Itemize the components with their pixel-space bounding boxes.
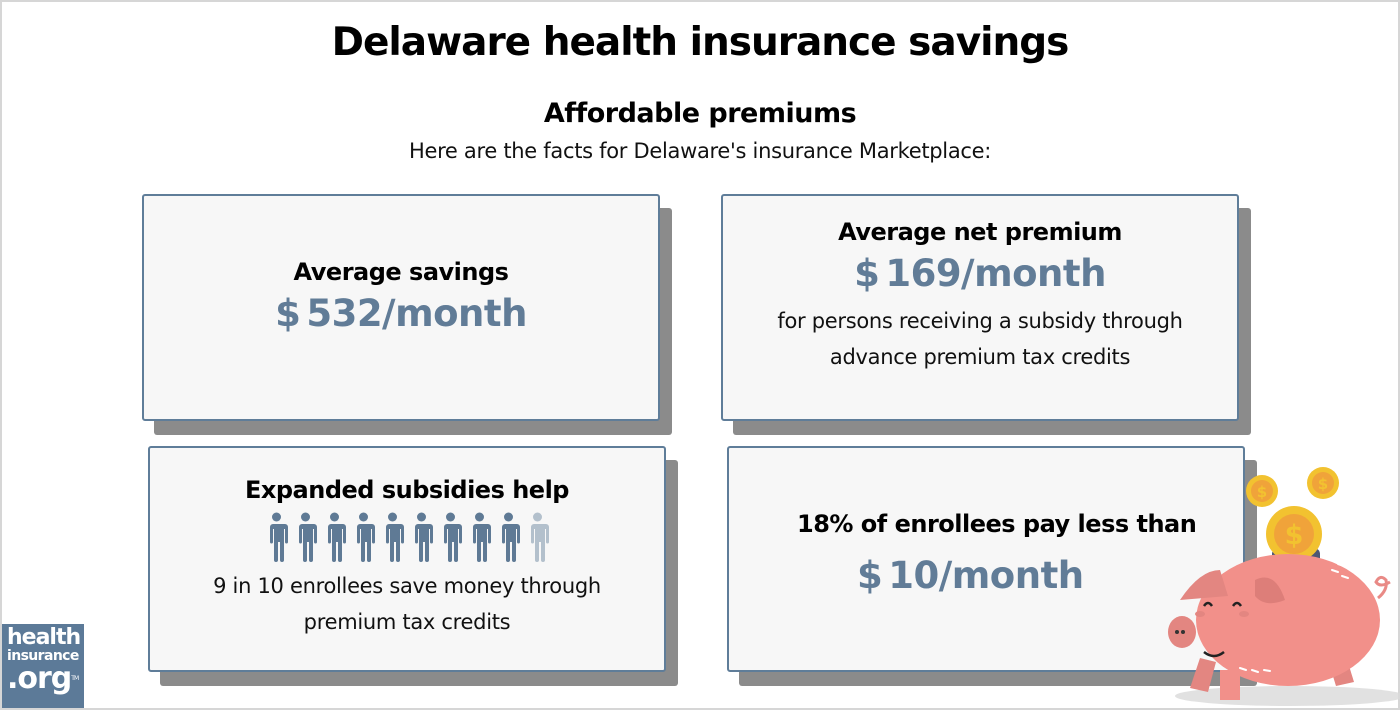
coin-icon: $ — [1266, 506, 1322, 562]
card-heading: 18% of enrollees pay less than — [797, 510, 1197, 538]
dollar-sign: $ — [275, 292, 301, 335]
piggy-bank-icon: $ $ $ — [1168, 467, 1400, 706]
card-note: for persons receiving a subsidy through … — [723, 303, 1237, 375]
healthinsurance-org-logo[interactable]: health insurance .orgTM — [2, 624, 84, 708]
person-icon — [380, 512, 405, 568]
note-line: advance premium tax credits — [829, 345, 1131, 369]
dollar-sign: $ — [857, 554, 883, 597]
low-premium-enrollees-card: 18% of enrollees pay less than $10/month — [727, 446, 1245, 672]
card-heading: Average savings — [293, 258, 509, 286]
page-title: Delaware health insurance savings — [331, 20, 1070, 65]
logo-line: insurance — [7, 648, 79, 664]
intro-text: Here are the facts for Delaware's insura… — [408, 139, 992, 163]
person-icon — [293, 512, 318, 568]
value-amount: 169/month — [885, 252, 1106, 295]
logo-org-text: .org — [7, 661, 72, 696]
low-premium-value: $10/month — [729, 554, 1243, 597]
average-savings-value: $532/month — [144, 292, 658, 335]
person-icon — [322, 512, 347, 568]
person-icon — [467, 512, 492, 568]
expanded-subsidies-card: Expanded subsidies help 9 in 10 enrollee… — [148, 446, 666, 672]
coin-icon: $ — [1307, 467, 1339, 499]
section-subtitle: Affordable premiums — [543, 98, 857, 129]
person-icon — [409, 512, 434, 568]
dollar-sign: $ — [854, 252, 880, 295]
person-icon — [351, 512, 376, 568]
average-savings-card: Average savings $532/month — [142, 194, 660, 421]
svg-text:$: $ — [1285, 520, 1304, 551]
value-amount: 10/month — [888, 554, 1084, 597]
average-net-premium-card: Average net premium $169/month for perso… — [721, 194, 1239, 421]
note-line: 9 in 10 enrollees save money through — [213, 574, 601, 598]
average-net-premium-value: $169/month — [723, 252, 1237, 295]
person-icon — [496, 512, 521, 568]
note-line: premium tax credits — [303, 610, 511, 634]
trademark-symbol: TM — [71, 675, 79, 682]
svg-text:$: $ — [1318, 475, 1328, 493]
card-heading: Average net premium — [838, 218, 1122, 246]
logo-line: health — [7, 625, 81, 650]
card-note: 9 in 10 enrollees save money through pre… — [150, 568, 664, 640]
note-line: for persons receiving a subsidy through — [777, 309, 1183, 333]
person-icon — [438, 512, 463, 568]
coin-icon: $ — [1246, 475, 1278, 507]
person-icon — [264, 512, 289, 568]
svg-text:$: $ — [1257, 483, 1267, 501]
value-amount: 532/month — [306, 292, 527, 335]
logo-line: .orgTM — [7, 664, 84, 694]
person-icon — [525, 512, 550, 568]
people-icon-row — [150, 512, 664, 568]
card-heading: Expanded subsidies help — [245, 476, 569, 504]
